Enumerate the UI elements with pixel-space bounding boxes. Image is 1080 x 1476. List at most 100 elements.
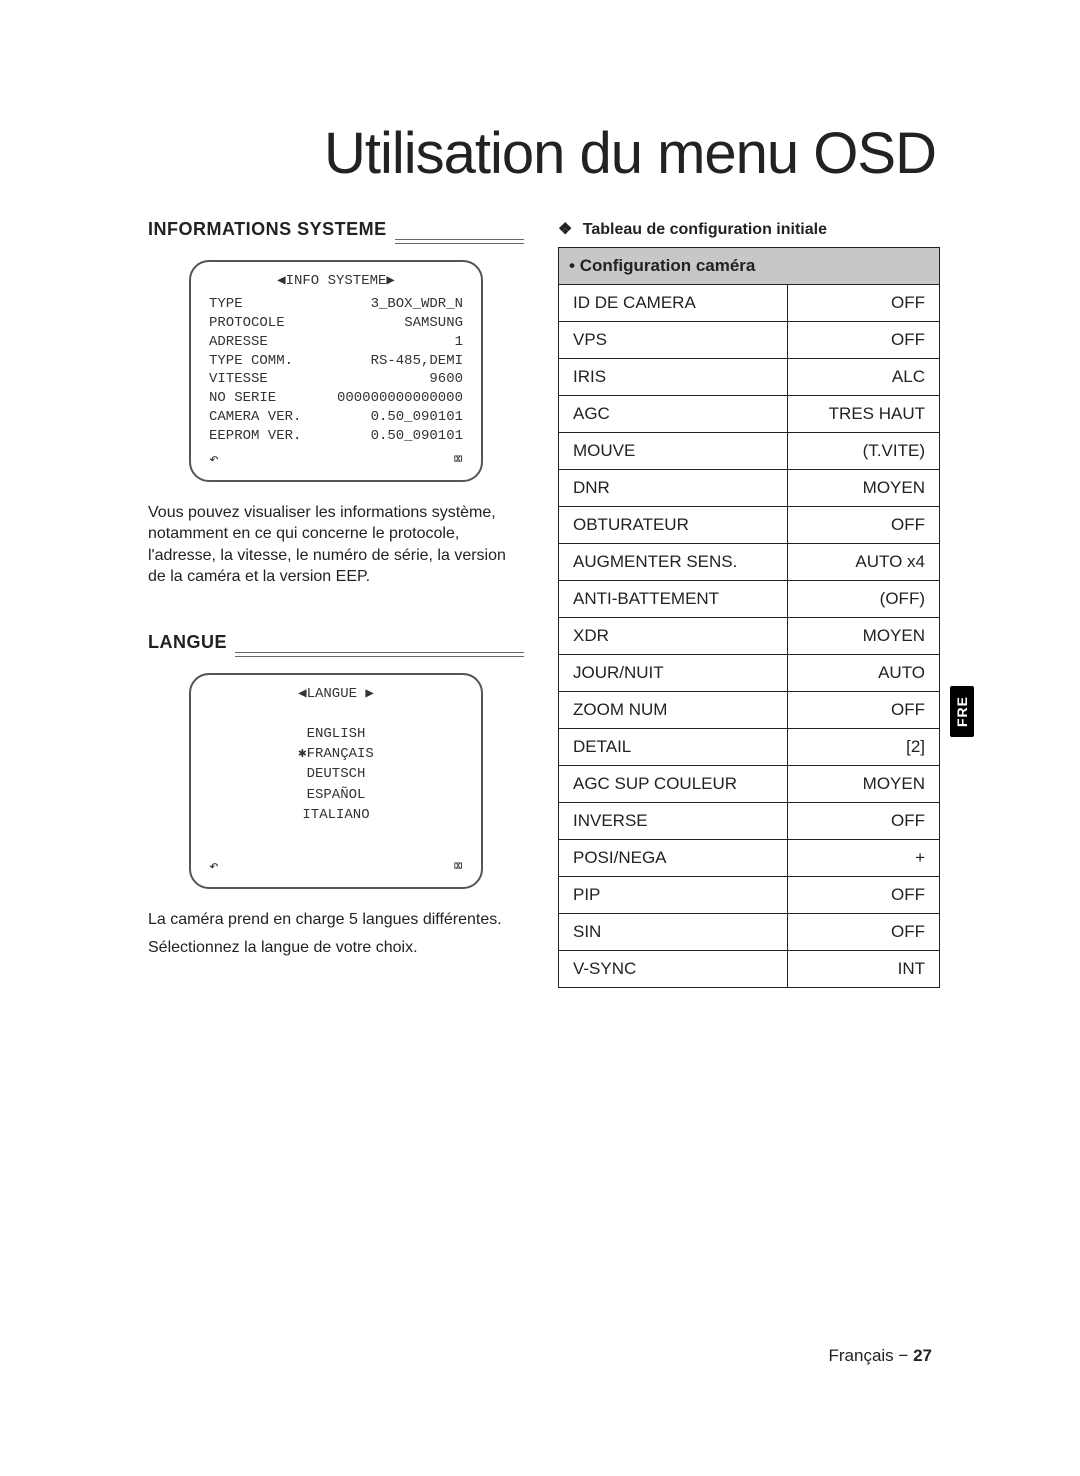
osd-langue-title: ◀LANGUE ▶ — [209, 685, 463, 704]
info-heading-row: INFORMATIONS SYSTEME — [148, 217, 524, 252]
osd-info-row: NO SERIE 000000000000000 — [209, 389, 463, 408]
config-row-value: OFF — [788, 322, 940, 359]
osd-info-row: TYPE COMM. RS-485,DEMI — [209, 352, 463, 371]
langue-heading: LANGUE — [148, 632, 227, 655]
config-row-label: ANTI-BATTEMENT — [559, 581, 788, 618]
config-row-label: VPS — [559, 322, 788, 359]
config-row: V-SYNCINT — [559, 951, 940, 988]
back-icon: ↶ — [209, 857, 219, 879]
osd-langue-footer: ↶ ⌧ — [209, 853, 463, 879]
config-row-label: SIN — [559, 914, 788, 951]
info-heading: INFORMATIONS SYSTEME — [148, 219, 387, 242]
config-row: ANTI-BATTEMENT(OFF) — [559, 581, 940, 618]
osd-info-row-value: 000000000000000 — [337, 389, 463, 408]
config-row-value: OFF — [788, 914, 940, 951]
config-row-value: MOYEN — [788, 766, 940, 803]
config-row: PIPOFF — [559, 877, 940, 914]
config-row-value: MOYEN — [788, 470, 940, 507]
config-row-label: ID DE CAMERA — [559, 285, 788, 322]
osd-info-row-label: NO SERIE — [209, 389, 276, 408]
info-description: Vous pouvez visualiser les informations … — [148, 502, 524, 588]
content-columns: INFORMATIONS SYSTEME ◀INFO SYSTEME▶ TYPE… — [148, 215, 940, 1000]
heading-rule — [395, 239, 524, 244]
langue-text-1: La caméra prend en charge 5 langues diff… — [148, 909, 524, 931]
close-icon: ⌧ — [453, 450, 463, 472]
config-row: AGC SUP COULEURMOYEN — [559, 766, 940, 803]
osd-info-row-value: 1 — [455, 333, 463, 352]
config-row: ZOOM NUMOFF — [559, 692, 940, 729]
config-row: DNRMOYEN — [559, 470, 940, 507]
right-column: ❖ Tableau de configuration initiale • Co… — [558, 215, 940, 1000]
page-title: Utilisation du menu OSD — [148, 120, 940, 187]
config-row: INVERSEOFF — [559, 803, 940, 840]
osd-langue-option: DEUTSCH — [209, 764, 463, 784]
config-row: AUGMENTER SENS.AUTO x4 — [559, 544, 940, 581]
config-row-label: INVERSE — [559, 803, 788, 840]
config-row-label: PIP — [559, 877, 788, 914]
language-tab: FRE — [950, 686, 974, 737]
config-row: JOUR/NUITAUTO — [559, 655, 940, 692]
config-row-value: OFF — [788, 285, 940, 322]
osd-langue-option: ESPAÑOL — [209, 785, 463, 805]
heading-rule — [235, 652, 524, 657]
config-row: POSI/NEGA+ — [559, 840, 940, 877]
config-row: DETAIL[2] — [559, 729, 940, 766]
osd-langue-option: ITALIANO — [209, 805, 463, 825]
config-row-label: IRIS — [559, 359, 788, 396]
config-row-label: MOUVE — [559, 433, 788, 470]
osd-info-title: ◀INFO SYSTEME▶ — [209, 272, 463, 291]
osd-info-row: PROTOCOLE SAMSUNG — [209, 314, 463, 333]
initial-config-subhead-text: Tableau de configuration initiale — [583, 221, 827, 238]
osd-info-row-label: VITESSE — [209, 370, 268, 389]
osd-info-row-label: PROTOCOLE — [209, 314, 285, 333]
config-row-value: OFF — [788, 803, 940, 840]
osd-langue: ◀LANGUE ▶ ENGLISH✱FRANÇAISDEUTSCHESPAÑOL… — [189, 673, 483, 889]
config-row: ID DE CAMERAOFF — [559, 285, 940, 322]
config-row: OBTURATEUROFF — [559, 507, 940, 544]
config-row-value: [2] — [788, 729, 940, 766]
diamond-icon: ❖ — [558, 221, 572, 238]
manual-page: Utilisation du menu OSD INFORMATIONS SYS… — [0, 0, 1080, 1476]
page-number-sep: − — [898, 1346, 908, 1365]
bullet-icon: • — [569, 256, 575, 275]
page-number: Français − 27 — [828, 1346, 932, 1366]
osd-langue-option: ENGLISH — [209, 724, 463, 744]
config-row: MOUVE(T.VITE) — [559, 433, 940, 470]
config-row-label: JOUR/NUIT — [559, 655, 788, 692]
osd-info-row-value: SAMSUNG — [404, 314, 463, 333]
osd-info-row: CAMERA VER.0.50_090101 — [209, 408, 463, 427]
langue-heading-row: LANGUE — [148, 630, 524, 665]
config-row-label: POSI/NEGA — [559, 840, 788, 877]
config-row-label: V-SYNC — [559, 951, 788, 988]
config-row-value: OFF — [788, 692, 940, 729]
osd-info-row-label: CAMERA VER. — [209, 408, 301, 427]
left-column: INFORMATIONS SYSTEME ◀INFO SYSTEME▶ TYPE… — [148, 215, 524, 1000]
config-row-value: ALC — [788, 359, 940, 396]
osd-info-row-value: 0.50_090101 — [371, 427, 463, 446]
osd-info-row-label: TYPE — [209, 295, 243, 314]
page-number-value: 27 — [913, 1346, 932, 1365]
osd-info-row-value: 9600 — [429, 370, 463, 389]
osd-langue-option: ✱FRANÇAIS — [209, 744, 463, 764]
config-table-header: • Configuration caméra — [559, 248, 940, 285]
osd-info-footer: ↶ ⌧ — [209, 446, 463, 472]
config-table-header-text: Configuration caméra — [580, 256, 756, 275]
osd-info-row: EEPROM VER.0.50_090101 — [209, 427, 463, 446]
page-number-lang: Français — [828, 1346, 893, 1365]
langue-text-2: Sélectionnez la langue de votre choix. — [148, 937, 524, 959]
config-row: AGCTRES HAUT — [559, 396, 940, 433]
config-row: SINOFF — [559, 914, 940, 951]
osd-info-row: ADRESSE1 — [209, 333, 463, 352]
osd-info-row-label: TYPE COMM. — [209, 352, 293, 371]
back-icon: ↶ — [209, 450, 219, 472]
config-row-label: OBTURATEUR — [559, 507, 788, 544]
config-row-value: OFF — [788, 507, 940, 544]
osd-info-row-value: RS-485,DEMI — [371, 352, 463, 371]
config-row-value: TRES HAUT — [788, 396, 940, 433]
config-row-value: OFF — [788, 877, 940, 914]
config-row-value: INT — [788, 951, 940, 988]
config-row: VPSOFF — [559, 322, 940, 359]
config-row: IRISALC — [559, 359, 940, 396]
config-row-value: AUTO — [788, 655, 940, 692]
close-icon: ⌧ — [453, 857, 463, 879]
